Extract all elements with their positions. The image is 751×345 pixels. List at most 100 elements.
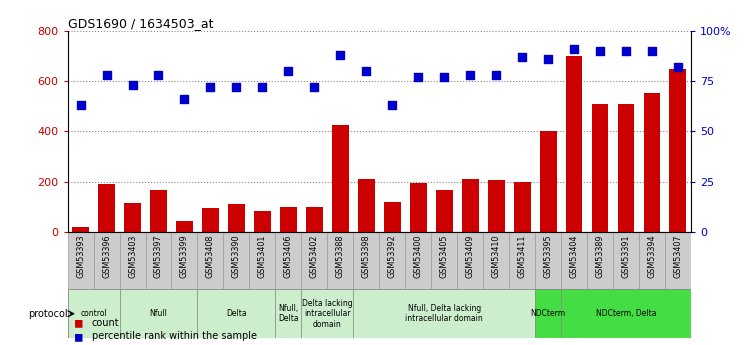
Bar (483, 232, 509, 289)
Point (542, 57, 554, 62)
Point (438, 75, 450, 80)
Text: GSM53405: GSM53405 (439, 235, 448, 278)
Point (490, 72, 502, 78)
Bar (566, 56, 583, 232)
Point (516, 55, 528, 60)
Bar (514, 182, 530, 232)
Bar (254, 210, 271, 232)
Bar (644, 92, 660, 232)
Bar (353, 289, 535, 338)
Bar (98, 184, 115, 232)
Text: GSM53409: GSM53409 (466, 235, 475, 278)
Text: GSM53399: GSM53399 (180, 235, 189, 278)
Bar (72, 227, 89, 232)
Bar (301, 289, 353, 338)
Text: GSM53392: GSM53392 (388, 235, 397, 278)
Bar (276, 232, 301, 289)
Bar (280, 207, 297, 232)
Bar (587, 232, 613, 289)
Text: Nfull,
Delta: Nfull, Delta (278, 304, 299, 323)
Text: Nfull: Nfull (149, 309, 167, 318)
Point (334, 52, 346, 58)
Bar (535, 289, 561, 338)
Text: ■: ■ (75, 330, 83, 343)
Point (204, 85, 216, 90)
Text: GSM53410: GSM53410 (492, 235, 501, 278)
Bar (150, 190, 167, 232)
Point (101, 72, 113, 78)
Text: GSM53397: GSM53397 (154, 235, 163, 278)
Bar (94, 232, 119, 289)
Point (464, 72, 476, 78)
Bar (146, 232, 171, 289)
Text: ■: ■ (75, 316, 83, 329)
Bar (301, 232, 327, 289)
Text: GSM53394: GSM53394 (647, 235, 656, 278)
Bar (487, 180, 505, 232)
Bar (431, 232, 457, 289)
Bar (592, 104, 608, 232)
Point (386, 102, 398, 108)
Text: GSM53406: GSM53406 (284, 235, 293, 278)
Bar (410, 183, 427, 232)
Text: GSM53389: GSM53389 (596, 235, 605, 278)
Text: GDS1690 / 1634503_at: GDS1690 / 1634503_at (68, 17, 213, 30)
Bar (228, 204, 245, 232)
Bar (639, 232, 665, 289)
Text: GSM53408: GSM53408 (206, 235, 215, 278)
Bar (540, 131, 556, 232)
Bar (561, 289, 691, 338)
Text: GSM53393: GSM53393 (76, 235, 85, 278)
Bar (535, 232, 561, 289)
Bar (327, 232, 353, 289)
Bar (457, 232, 483, 289)
Bar (276, 289, 301, 338)
Point (568, 46, 580, 52)
Bar (124, 203, 141, 232)
Point (620, 48, 632, 54)
Text: Delta: Delta (226, 309, 247, 318)
Point (412, 75, 424, 80)
Bar (509, 232, 535, 289)
Point (594, 48, 606, 54)
Text: GSM53395: GSM53395 (544, 235, 553, 278)
Bar (249, 232, 276, 289)
Bar (306, 207, 323, 232)
Text: GSM53390: GSM53390 (232, 235, 241, 278)
Text: NDCterm: NDCterm (530, 309, 566, 318)
Text: control: control (80, 309, 107, 318)
Bar (379, 232, 406, 289)
Point (126, 82, 138, 88)
Text: percentile rank within the sample: percentile rank within the sample (92, 332, 257, 341)
Bar (665, 232, 691, 289)
Text: GSM53396: GSM53396 (102, 235, 111, 278)
Bar (202, 208, 219, 232)
Point (231, 85, 243, 90)
Text: GSM53398: GSM53398 (362, 235, 371, 278)
Bar (68, 232, 94, 289)
Text: count: count (92, 318, 119, 327)
Text: GSM53407: GSM53407 (674, 235, 683, 278)
Point (256, 85, 268, 90)
Bar (617, 104, 635, 232)
Bar (384, 202, 401, 232)
Point (282, 68, 294, 74)
Bar (198, 289, 276, 338)
Bar (176, 220, 193, 232)
Bar (332, 125, 348, 232)
Point (179, 97, 191, 102)
Bar (436, 190, 453, 232)
Text: protocol: protocol (28, 309, 68, 319)
Point (74, 102, 86, 108)
Text: GSM53402: GSM53402 (310, 235, 319, 278)
Text: GSM53391: GSM53391 (622, 235, 631, 278)
Bar (561, 232, 587, 289)
Bar (613, 232, 639, 289)
Point (646, 48, 658, 54)
Text: Nfull, Delta lacking
intracellular domain: Nfull, Delta lacking intracellular domai… (406, 304, 483, 323)
Point (360, 68, 372, 74)
Text: GSM53400: GSM53400 (414, 235, 423, 278)
Point (152, 72, 164, 78)
Bar (353, 232, 379, 289)
Text: GSM53403: GSM53403 (128, 235, 137, 278)
